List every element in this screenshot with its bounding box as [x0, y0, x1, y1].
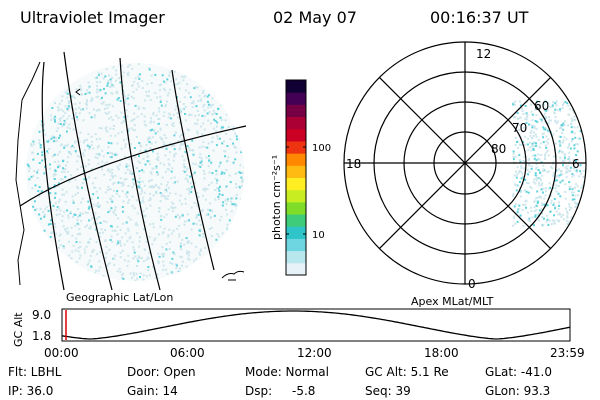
mlt-label-18: 18 — [346, 157, 361, 171]
glat-status: GLat: -41.0 — [485, 365, 552, 379]
xtick-06-00: 06:00 — [170, 346, 205, 360]
coastline-outline — [15, 61, 245, 286]
altitude-curve — [61, 310, 571, 340]
colorbar-unit-label: photon cm⁻²s⁻¹ — [270, 155, 283, 240]
geo-emission-pixels — [26, 63, 244, 281]
polar-grid — [343, 41, 587, 285]
gain-status: Gain: 14 — [127, 384, 178, 398]
instrument-title: Ultraviolet Imager — [20, 8, 165, 27]
mlt-label-12: 12 — [476, 47, 491, 61]
gc-altitude-status: GC Alt: 5.1 Re — [365, 365, 449, 379]
colorbar: 100 10 photon cm⁻²s⁻¹ — [270, 79, 331, 276]
time-label: 00:16:37 UT — [430, 8, 529, 27]
longitude-line — [171, 69, 215, 271]
polar-caption: Apex MLat/MLT — [411, 295, 494, 308]
mlat-label-70: 70 — [512, 121, 527, 135]
door-status: Door: Open — [127, 365, 196, 379]
geo-disc — [26, 63, 244, 281]
dsp-label: Dsp: — [245, 384, 273, 398]
mlat-label-80: 80 — [491, 142, 506, 156]
longitude-line — [63, 51, 113, 291]
geo-grid-lines — [19, 51, 247, 291]
altitude-ytick-low: 1.8 — [32, 329, 51, 343]
geographic-image-panel: Geographic Lat/Lon — [15, 51, 247, 304]
dsp-value: -5.8 — [292, 384, 316, 398]
mlt-label-0: 0 — [468, 277, 476, 291]
altitude-ylabel: GC Alt — [12, 312, 25, 347]
glon-status: GLon: 93.3 — [485, 384, 551, 398]
date-label: 02 May 07 — [273, 8, 357, 27]
xtick-23-59: 23:59 — [550, 346, 585, 360]
mlt-label-6: 6 — [572, 157, 580, 171]
xtick-12-00: 12:00 — [297, 346, 332, 360]
mlat-label-60: 60 — [534, 99, 549, 113]
polar-emission-pixels — [512, 100, 586, 227]
altitude-ytick-high: 9.0 — [32, 308, 51, 322]
filter-status: Flt: LBHL — [8, 365, 62, 379]
colorbar-tick-10: 10 — [312, 230, 325, 241]
altitude-strip-plot: GC Alt 9.0 1.8 00:00 06:00 12:00 18:00 2… — [12, 308, 585, 360]
latitude-line — [19, 125, 247, 207]
longitude-line — [119, 57, 161, 291]
ip-status: IP: 36.0 — [8, 384, 54, 398]
xtick-00-00: 00:00 — [44, 346, 79, 360]
mode-status: Mode: Normal — [245, 365, 329, 379]
colorbar-tick-100: 100 — [312, 143, 331, 154]
colorbar-gradient — [286, 80, 306, 276]
xtick-18-00: 18:00 — [424, 346, 459, 360]
geo-caption: Geographic Lat/Lon — [66, 291, 173, 304]
longitude-line — [41, 61, 65, 291]
seq-status: Seq: 39 — [365, 384, 411, 398]
altitude-plot-frame — [61, 308, 571, 342]
polar-mlat-mlt-panel: 12 18 6 0 60 70 80 Apex MLat/MLT — [343, 41, 587, 308]
